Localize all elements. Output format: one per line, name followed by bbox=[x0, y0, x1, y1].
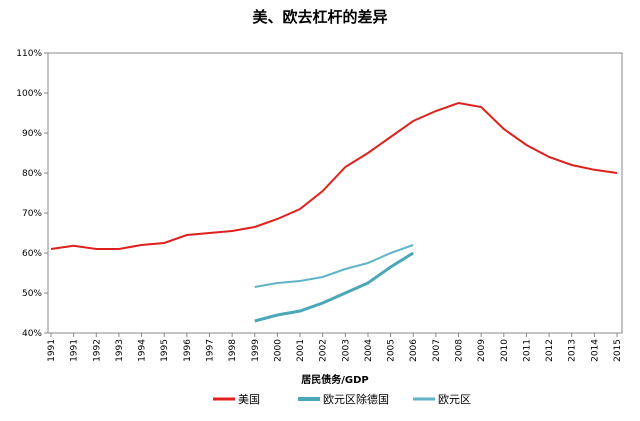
x-tick-label: 2007 bbox=[432, 339, 442, 362]
y-tick-label: 100% bbox=[16, 89, 42, 99]
legend-label: 美国 bbox=[238, 393, 260, 406]
legend-label: 欧元区 bbox=[438, 393, 471, 406]
x-tick-label: 2011 bbox=[522, 339, 532, 362]
x-tick-label: 1995 bbox=[160, 339, 170, 362]
line-series bbox=[50, 101, 618, 250]
x-tick-label: 2014 bbox=[590, 339, 600, 362]
x-tick-label: 1997 bbox=[205, 339, 215, 362]
chart-title: 美、欧去杠杆的差异 bbox=[252, 8, 387, 26]
x-tick-label: 2009 bbox=[477, 339, 487, 362]
x-tick-label: 1993 bbox=[115, 339, 125, 362]
x-tick-label: 1991 bbox=[70, 339, 80, 362]
x-tick-label: 2005 bbox=[387, 339, 397, 362]
y-tick-label: 90% bbox=[22, 129, 42, 139]
y-tick-label: 50% bbox=[22, 289, 42, 299]
x-tick-label: 1991 bbox=[47, 339, 57, 362]
y-tick-label: 110% bbox=[16, 49, 42, 59]
x-tick-label: 2002 bbox=[319, 339, 329, 362]
x-axis-label: 居民债务/GDP bbox=[301, 373, 369, 386]
x-tick-label: 1999 bbox=[251, 339, 261, 362]
line-series bbox=[254, 244, 414, 288]
legend-label: 欧元区除德国 bbox=[323, 392, 389, 406]
x-tick-label: 2003 bbox=[341, 339, 351, 362]
x-tick-label: 2001 bbox=[296, 339, 306, 362]
y-tick-label: 60% bbox=[22, 249, 42, 259]
y-tick-label: 40% bbox=[22, 329, 42, 339]
x-tick-label: 2008 bbox=[455, 339, 465, 362]
x-tick-label: 2012 bbox=[545, 339, 555, 362]
x-tick-label: 2004 bbox=[364, 339, 374, 362]
x-tick-label: 1996 bbox=[183, 339, 193, 362]
x-tick-label: 2015 bbox=[613, 339, 623, 362]
line-series bbox=[254, 251, 415, 323]
x-tick-label: 2006 bbox=[409, 339, 419, 362]
y-tick-label: 80% bbox=[22, 169, 42, 179]
x-tick-label: 1994 bbox=[138, 339, 148, 362]
x-tick-label: 2010 bbox=[500, 339, 510, 362]
x-tick-label: 1992 bbox=[92, 339, 102, 362]
plot-area bbox=[47, 52, 623, 334]
y-tick-label: 70% bbox=[22, 209, 42, 219]
x-tick-label: 2000 bbox=[273, 339, 283, 362]
x-tick-label: 2013 bbox=[568, 339, 578, 362]
x-tick-label: 1998 bbox=[228, 339, 238, 362]
